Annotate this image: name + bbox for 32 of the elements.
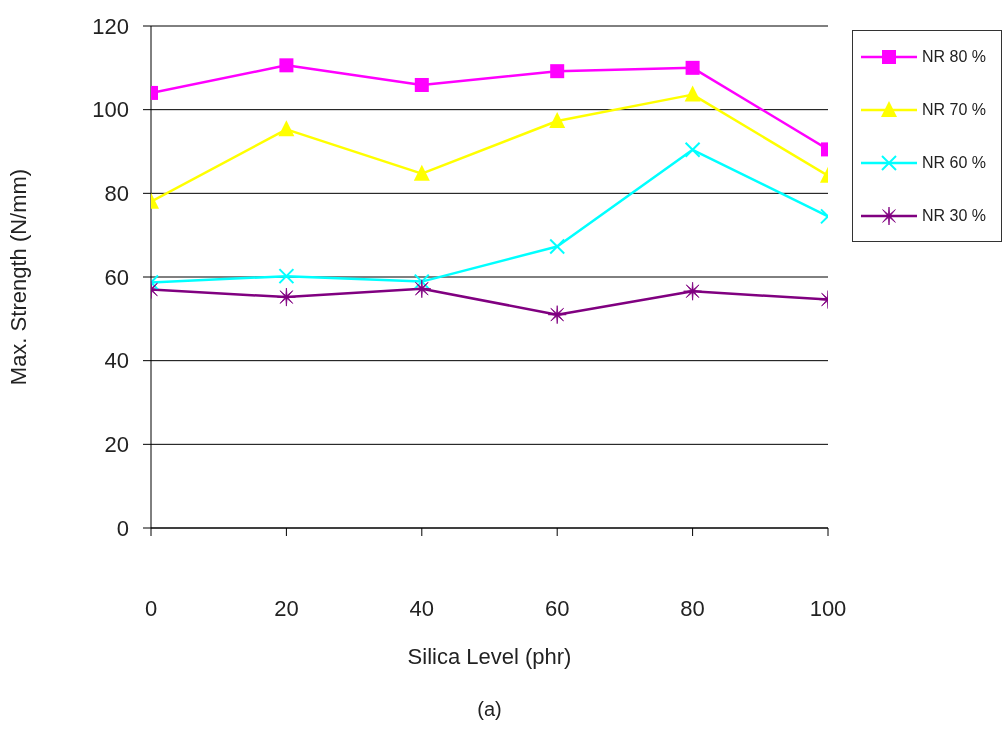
x-axis-title: Silica Level (phr) bbox=[407, 643, 572, 669]
point bbox=[412, 279, 432, 299]
legend-label: NR 30 % bbox=[922, 207, 987, 225]
point bbox=[414, 77, 429, 92]
y-tick-label: 0 bbox=[116, 515, 129, 541]
point bbox=[278, 120, 295, 137]
y-tick-label: 120 bbox=[92, 13, 129, 39]
point bbox=[685, 60, 700, 75]
y-tick-label: 60 bbox=[104, 264, 129, 290]
y-tick-label: 80 bbox=[104, 181, 129, 207]
y-tick-label: 100 bbox=[92, 97, 129, 123]
legend-label: NR 60 % bbox=[922, 154, 987, 172]
point bbox=[549, 111, 566, 128]
point bbox=[684, 85, 701, 102]
y-tick-label: 40 bbox=[104, 348, 129, 374]
x-tick-label: 100 bbox=[809, 595, 847, 621]
y-tick-label: 20 bbox=[104, 432, 129, 458]
point bbox=[277, 287, 296, 307]
y-axis-title: Max. Strength (N/mm) bbox=[5, 168, 31, 386]
point bbox=[279, 58, 294, 73]
text: (a) bbox=[476, 698, 503, 721]
point bbox=[547, 305, 567, 325]
x-tick-label: 60 bbox=[544, 595, 570, 621]
x-tick-label: 0 bbox=[144, 595, 158, 621]
point bbox=[413, 164, 430, 181]
point bbox=[550, 64, 565, 79]
legend-label: NR 80 % bbox=[922, 48, 987, 66]
x-tick-label: 40 bbox=[409, 595, 435, 621]
legend-label: NR 70 % bbox=[922, 101, 987, 119]
point bbox=[683, 281, 702, 301]
x-tick-label: 20 bbox=[274, 595, 299, 621]
x-tick-label: 80 bbox=[680, 595, 705, 621]
